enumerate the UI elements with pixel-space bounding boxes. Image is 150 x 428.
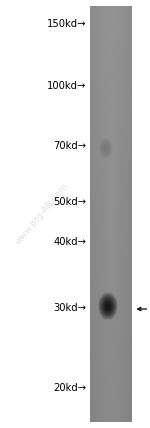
Text: 20kd→: 20kd→	[53, 383, 86, 393]
Text: 100kd→: 100kd→	[47, 80, 86, 91]
Text: www.ptg-AB.com: www.ptg-AB.com	[14, 182, 70, 246]
Text: 150kd→: 150kd→	[47, 18, 86, 29]
Text: 30kd→: 30kd→	[53, 303, 86, 313]
Text: 40kd→: 40kd→	[53, 237, 86, 247]
Text: 50kd→: 50kd→	[53, 197, 86, 208]
Text: 70kd→: 70kd→	[53, 140, 86, 151]
